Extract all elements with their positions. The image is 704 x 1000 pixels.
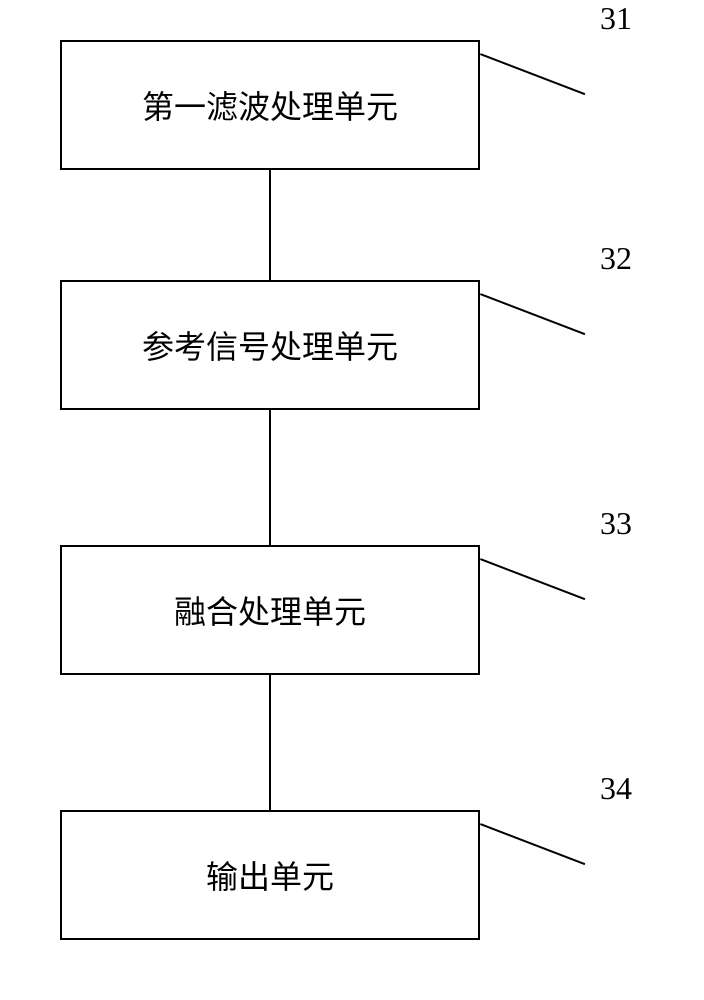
connector xyxy=(269,675,271,810)
block-fusion-unit: 融合处理单元 xyxy=(60,545,480,675)
block-output-unit: 输出单元 xyxy=(60,810,480,940)
diagram-canvas: 第一滤波处理单元 31 参考信号处理单元 32 融合处理单元 33 输出单元 3… xyxy=(0,0,704,1000)
block-label: 参考信号处理单元 xyxy=(142,322,398,368)
block-reference-signal-unit: 参考信号处理单元 xyxy=(60,280,480,410)
block-number-label: 33 xyxy=(600,505,632,542)
block-number-label: 34 xyxy=(600,770,632,807)
leader-line xyxy=(480,823,585,865)
block-first-filter-unit: 第一滤波处理单元 xyxy=(60,40,480,170)
block-label: 第一滤波处理单元 xyxy=(142,82,398,128)
block-label: 融合处理单元 xyxy=(174,587,366,633)
block-number-label: 31 xyxy=(600,0,632,37)
block-label: 输出单元 xyxy=(206,852,334,898)
connector xyxy=(269,410,271,545)
leader-line xyxy=(480,293,585,335)
leader-line xyxy=(480,53,585,95)
block-number-label: 32 xyxy=(600,240,632,277)
leader-line xyxy=(480,558,585,600)
connector xyxy=(269,170,271,280)
